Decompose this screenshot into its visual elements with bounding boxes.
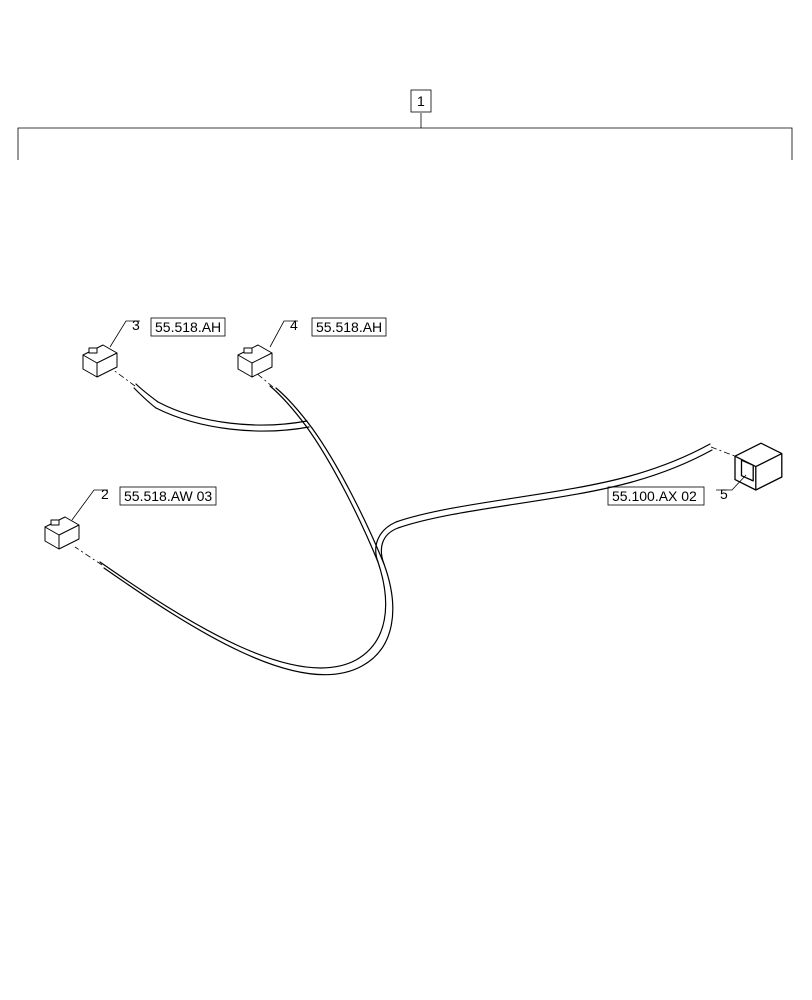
callout-5-num: 5 [720, 486, 728, 502]
callout-2-num: 2 [101, 486, 109, 502]
callout-3-ref: 55.518.AH [155, 319, 221, 335]
callout-2-group: 2 55.518.AW 03 [72, 486, 216, 520]
connector-5 [735, 443, 782, 490]
connector-2 [45, 517, 79, 549]
connector-4 [238, 345, 272, 377]
callout-3-num: 3 [132, 317, 140, 333]
callout-4-num: 4 [290, 317, 298, 333]
callout-5-ref: 55.100.AX 02 [612, 488, 697, 504]
callout-5-group: 5 55.100.AX 02 [608, 475, 746, 505]
parts-diagram: 1 [0, 0, 812, 1000]
callout-4-group: 4 55.518.AH [270, 317, 386, 347]
wire-harness [75, 369, 740, 675]
pigtail-3 [112, 369, 135, 386]
callout-1: 1 [417, 93, 425, 109]
callout-3-group: 3 55.518.AH [110, 317, 225, 347]
callout-4-ref: 55.518.AH [316, 319, 382, 335]
assembly-bracket: 1 [18, 90, 792, 160]
pigtail-2 [75, 547, 102, 565]
callout-2-ref: 55.518.AW 03 [124, 488, 212, 504]
connector-3 [83, 345, 117, 377]
